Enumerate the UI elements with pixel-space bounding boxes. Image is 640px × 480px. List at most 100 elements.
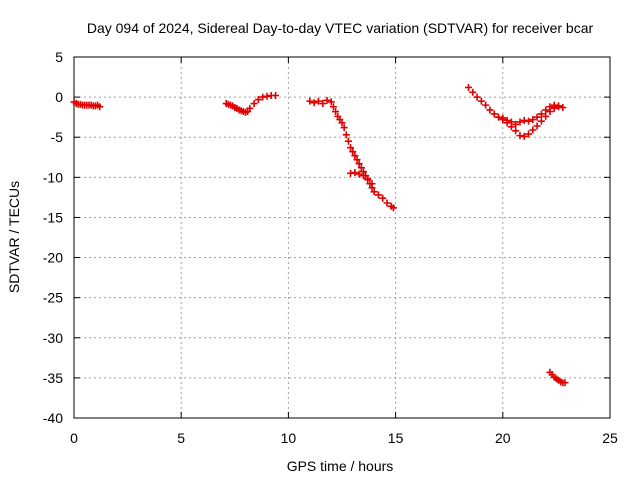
x-tick-label: 25 xyxy=(602,430,618,446)
data-point xyxy=(383,199,391,207)
data-point xyxy=(482,101,490,109)
data-point xyxy=(379,194,387,202)
series-segment-2 xyxy=(222,92,280,116)
data-point xyxy=(495,113,503,121)
data-point xyxy=(347,169,355,177)
y-tick-label: 0 xyxy=(55,89,63,105)
y-tick-label: -25 xyxy=(43,290,63,306)
data-point xyxy=(516,118,524,126)
grid-lines xyxy=(74,57,610,418)
data-point xyxy=(507,118,515,126)
data-point xyxy=(512,127,520,135)
x-axis-label: GPS time / hours xyxy=(287,458,394,474)
data-point xyxy=(537,117,545,125)
data-point xyxy=(490,110,498,118)
data-point xyxy=(525,130,533,138)
data-point xyxy=(319,100,327,108)
data-point xyxy=(250,100,258,108)
y-tick-label: -5 xyxy=(51,129,64,145)
data-point xyxy=(559,104,567,112)
series-segment-1 xyxy=(70,98,104,111)
data-point xyxy=(374,191,382,199)
y-tick-label: -10 xyxy=(43,169,63,185)
data-point xyxy=(516,132,524,140)
x-tick-label: 5 xyxy=(177,430,185,446)
data-point xyxy=(512,120,520,128)
data-point xyxy=(542,106,550,114)
y-tick-label: -35 xyxy=(43,370,63,386)
series-segment-5 xyxy=(464,83,567,140)
data-points xyxy=(70,83,569,387)
data-point xyxy=(263,92,271,100)
data-point xyxy=(477,97,485,105)
axis-ticks xyxy=(73,56,611,419)
data-point xyxy=(555,102,563,110)
data-point xyxy=(351,169,359,177)
data-point xyxy=(364,175,372,183)
data-point xyxy=(272,92,280,100)
series-segment-4 xyxy=(347,169,376,188)
data-point xyxy=(520,132,528,140)
data-point xyxy=(370,188,378,196)
data-point xyxy=(314,97,322,105)
data-point xyxy=(329,103,337,111)
x-tick-label: 0 xyxy=(70,430,78,446)
data-point xyxy=(310,99,318,107)
y-tick-label: -15 xyxy=(43,209,63,225)
data-point xyxy=(327,98,335,106)
data-point xyxy=(355,170,363,178)
y-tick-label: -30 xyxy=(43,330,63,346)
data-point xyxy=(546,103,554,111)
data-point xyxy=(550,101,558,109)
data-point xyxy=(537,110,545,118)
data-point xyxy=(351,152,359,160)
y-tick-labels: 5 0 -5 -10 -15 -20 -25 -30 -35 -40 xyxy=(43,49,63,426)
data-point xyxy=(486,106,494,114)
data-point xyxy=(332,108,340,116)
data-point xyxy=(355,160,363,168)
data-point xyxy=(349,148,357,156)
data-point xyxy=(542,112,550,120)
data-point xyxy=(503,116,511,124)
series-segment-7 xyxy=(546,368,569,387)
data-point xyxy=(323,96,331,104)
data-point xyxy=(473,93,481,101)
data-point xyxy=(533,122,541,130)
data-point xyxy=(359,172,367,180)
series-segment-6 xyxy=(499,101,563,128)
data-point xyxy=(340,124,348,132)
data-point xyxy=(306,97,314,105)
data-point xyxy=(246,104,254,112)
data-point xyxy=(520,116,528,124)
x-tick-labels: 0 5 10 15 20 25 xyxy=(70,430,618,446)
data-point xyxy=(344,137,352,145)
data-point xyxy=(347,144,355,152)
x-tick-label: 10 xyxy=(281,430,297,446)
data-point xyxy=(464,83,472,91)
data-point xyxy=(259,93,267,101)
data-point xyxy=(368,180,376,188)
y-tick-label: -20 xyxy=(43,250,63,266)
x-tick-label: 15 xyxy=(388,430,404,446)
data-point xyxy=(389,204,397,212)
data-point xyxy=(499,114,507,122)
x-tick-label: 20 xyxy=(495,430,511,446)
y-tick-label: 5 xyxy=(55,49,63,65)
data-point xyxy=(529,126,537,134)
series-segment-3 xyxy=(306,96,397,212)
data-point xyxy=(353,156,361,164)
data-point xyxy=(533,113,541,121)
y-axis-label: SDTVAR / TECUs xyxy=(6,181,22,293)
data-point xyxy=(96,103,104,111)
data-point xyxy=(529,116,537,124)
plot-frame xyxy=(73,56,611,419)
data-point xyxy=(525,117,533,125)
chart-title: Day 094 of 2024, Sidereal Day-to-day VTE… xyxy=(87,20,594,36)
data-point xyxy=(561,379,569,387)
data-point xyxy=(357,164,365,172)
y-tick-label: -40 xyxy=(43,410,63,426)
data-point xyxy=(342,131,350,139)
data-point xyxy=(338,119,346,127)
